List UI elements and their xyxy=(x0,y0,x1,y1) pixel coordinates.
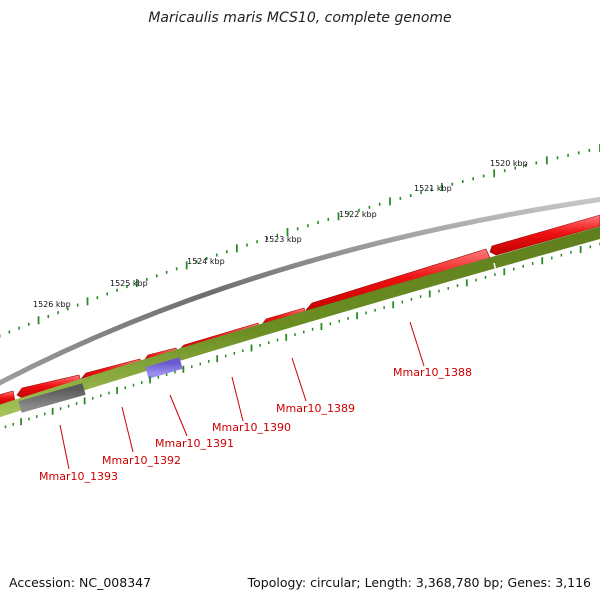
scale-label: 1523 kbp xyxy=(264,235,302,244)
scale-label: 1522 kbp xyxy=(339,210,377,219)
gene-labels: Mmar10_1388 Mmar10_1389 Mmar10_1390 Mmar… xyxy=(39,366,472,483)
gene-track-band xyxy=(0,226,600,418)
accession-text: Accession: NC_008347 xyxy=(9,575,152,590)
gene-label-mmar10-1393[interactable]: Mmar10_1393 xyxy=(39,470,118,483)
gene-label-leaders xyxy=(59,321,425,470)
gene-label-mmar10-1391[interactable]: Mmar10_1391 xyxy=(155,437,234,450)
genome-summary-text: Topology: circular; Length: 3,368,780 bp… xyxy=(247,575,591,590)
gene-highlight-blue[interactable] xyxy=(145,357,183,379)
inner-scale-ticks xyxy=(4,242,600,429)
gene-boundary xyxy=(308,321,313,335)
gene-highlight-gray[interactable] xyxy=(18,383,86,413)
scale-ticks xyxy=(0,144,600,338)
scale-label: 1524 kbp xyxy=(187,257,225,266)
genome-backbone xyxy=(0,196,600,386)
gene-label-mmar10-1388[interactable]: Mmar10_1388 xyxy=(393,366,472,379)
map-title: Maricaulis maris MCS10, complete genome xyxy=(148,10,452,26)
cds-arrow[interactable] xyxy=(489,214,600,256)
gene-label-mmar10-1389[interactable]: Mmar10_1389 xyxy=(276,402,355,415)
scale-label: 1526 kbp xyxy=(33,300,71,309)
scale-label: 1525 kbp xyxy=(110,279,148,288)
scale-label: 1520 kbp xyxy=(490,159,528,168)
gene-boundary xyxy=(493,262,498,276)
scale-label: 1521 kbp xyxy=(414,184,452,193)
gene-track xyxy=(0,226,600,418)
scale-labels: 1520 kbp 1521 kbp 1522 kbp 1523 kbp 1524 kbp… xyxy=(33,159,528,309)
gene-boundary xyxy=(262,336,267,350)
gene-label-mmar10-1392[interactable]: Mmar10_1392 xyxy=(102,454,181,467)
gene-label-mmar10-1390[interactable]: Mmar10_1390 xyxy=(212,421,291,434)
